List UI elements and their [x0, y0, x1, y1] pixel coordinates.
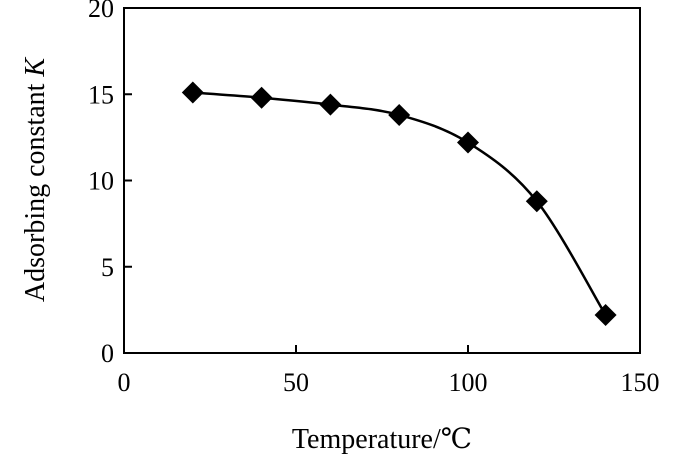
x-axis: 0 50 100 150: [118, 345, 660, 397]
y-tick-label: 15: [88, 80, 114, 109]
x-tick-label: 50: [283, 368, 309, 397]
data-point-diamond: [319, 93, 342, 116]
x-tick-label: 0: [118, 368, 131, 397]
x-axis-label: Temperature/℃: [292, 424, 472, 455]
y-tick-label: 20: [88, 0, 114, 23]
y-tick-label: 5: [101, 253, 114, 282]
data-point-diamond: [250, 86, 273, 109]
data-point-diamond: [594, 304, 617, 327]
y-tick-label: 10: [88, 167, 114, 196]
y-axis-label-italic: K: [20, 57, 51, 78]
data-point-diamond: [388, 103, 411, 126]
plot-frame: [123, 7, 641, 354]
y-axis-label-text: Adsorbing constant: [20, 77, 51, 303]
y-axis: 0 5 10 15 20: [88, 0, 132, 368]
y-tick-label: 0: [101, 339, 114, 368]
data-point-diamond: [525, 190, 548, 213]
data-point-diamond: [457, 131, 479, 154]
x-tick-label: 100: [449, 368, 488, 397]
data-point-diamond: [181, 81, 204, 104]
x-tick-label: 150: [621, 368, 660, 397]
data-markers: [181, 81, 617, 327]
y-axis-label: Adsorbing constant K: [20, 57, 51, 303]
